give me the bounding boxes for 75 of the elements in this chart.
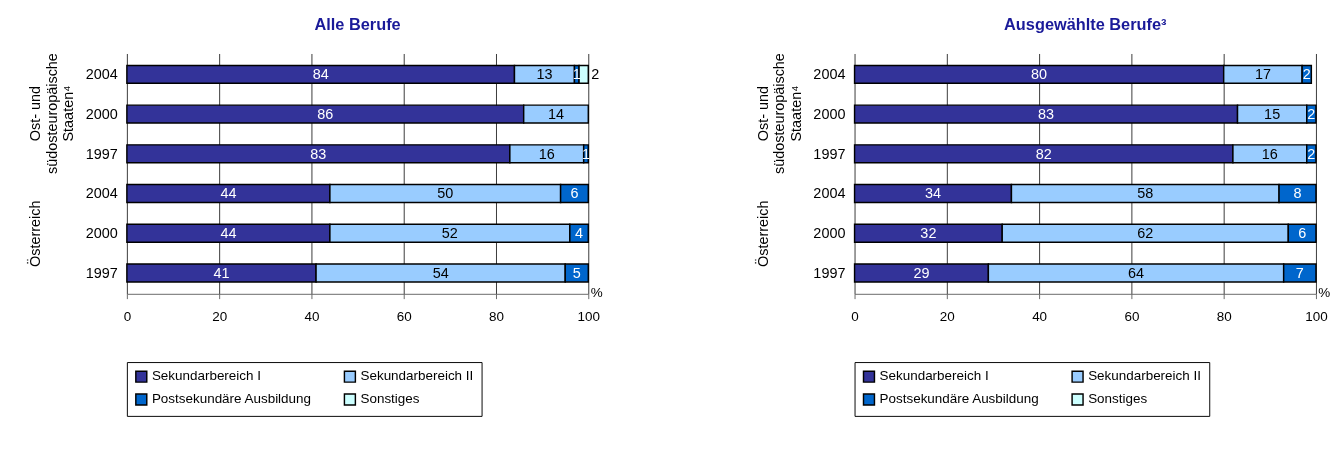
x-axis-title: % bbox=[590, 285, 603, 301]
legend-label: Sonstiges bbox=[1088, 391, 1148, 407]
text: Ost- und südosteuropäische Staaten⁴ bbox=[27, 53, 77, 175]
y-tick-label: 1997 bbox=[85, 145, 118, 162]
data-label: 44 bbox=[220, 225, 237, 242]
y-tick-label: 1997 bbox=[85, 264, 118, 281]
x-tick-label: 40 bbox=[304, 309, 320, 325]
x-axis-title: % bbox=[1318, 285, 1331, 301]
data-label: 4 bbox=[575, 225, 584, 242]
text: Österreich bbox=[754, 200, 772, 267]
legend-label: Sekundarbereich I bbox=[151, 368, 261, 384]
data-label: 62 bbox=[1137, 225, 1154, 242]
data-label: 83 bbox=[1038, 105, 1055, 122]
data-label: 29 bbox=[913, 264, 930, 281]
data-label: 6 bbox=[570, 185, 579, 202]
x-tick-label: 0 bbox=[851, 309, 859, 325]
data-label: 16 bbox=[1261, 145, 1278, 162]
x-tick-label: 20 bbox=[212, 309, 228, 325]
data-label: 7 bbox=[1295, 264, 1304, 281]
data-label: 5 bbox=[572, 264, 581, 281]
data-label: 6 bbox=[1298, 225, 1307, 242]
data-label: 1 bbox=[572, 66, 581, 83]
x-tick-label: 40 bbox=[1032, 309, 1048, 325]
data-label: 2 bbox=[1307, 145, 1316, 162]
x-tick-label: 0 bbox=[123, 309, 132, 325]
y-tick-label: 1997 bbox=[813, 264, 846, 281]
legend-label: Sekundarbereich II bbox=[1088, 368, 1201, 384]
y-tick-label: 2004 bbox=[813, 66, 846, 83]
data-label: 41 bbox=[213, 264, 230, 281]
text: Österreich bbox=[26, 200, 44, 267]
data-label: 84 bbox=[312, 66, 329, 83]
data-label: 44 bbox=[220, 185, 237, 202]
legend-label: Postsekundäre Ausbildung bbox=[879, 391, 1039, 407]
data-label: 50 bbox=[437, 185, 454, 202]
data-label: 64 bbox=[1128, 264, 1145, 281]
data-label: 14 bbox=[547, 105, 565, 122]
data-label: 8 bbox=[1293, 185, 1302, 202]
data-label: 16 bbox=[538, 145, 555, 162]
data-label: 82 bbox=[1035, 145, 1052, 162]
legend-label: Postsekundäre Ausbildung bbox=[151, 391, 311, 407]
chart-title: Ausgewählte Berufe³ bbox=[1004, 15, 1168, 33]
legend-label: Sekundarbereich II bbox=[360, 368, 474, 384]
data-label: 52 bbox=[441, 225, 458, 242]
y-tick-label: 2004 bbox=[85, 185, 118, 202]
data-label: 32 bbox=[920, 225, 937, 242]
data-label: 86 bbox=[317, 105, 334, 122]
y-tick-label: 2000 bbox=[85, 225, 118, 242]
data-label: 54 bbox=[432, 264, 449, 281]
data-label: 2 bbox=[1307, 105, 1316, 122]
x-tick-label: 60 bbox=[1124, 309, 1140, 325]
data-label: 2 bbox=[591, 66, 600, 83]
data-label: 58 bbox=[1137, 185, 1154, 202]
y-tick-label: 2004 bbox=[813, 185, 846, 202]
data-label: 17 bbox=[1254, 66, 1271, 83]
data-label: 2 bbox=[1302, 66, 1311, 83]
data-label: 13 bbox=[536, 66, 553, 83]
x-tick-label: 20 bbox=[939, 309, 955, 325]
x-tick-label: 60 bbox=[396, 309, 412, 325]
legend-label: Sekundarbereich I bbox=[879, 368, 989, 384]
x-tick-label: 100 bbox=[577, 309, 600, 325]
x-tick-label: 80 bbox=[489, 309, 504, 325]
y-tick-label: 2000 bbox=[85, 105, 118, 122]
y-tick-label: 2000 bbox=[813, 225, 846, 242]
x-tick-label: 100 bbox=[1305, 309, 1328, 325]
y-tick-label: 2000 bbox=[813, 105, 846, 122]
chart-title: Alle Berufe bbox=[314, 15, 401, 33]
text: Ost- und südosteuropäische Staaten⁴ bbox=[755, 53, 804, 175]
data-label: 80 bbox=[1031, 66, 1048, 83]
y-tick-label: 1997 bbox=[813, 145, 846, 162]
data-label: 83 bbox=[310, 145, 327, 162]
x-tick-label: 80 bbox=[1216, 309, 1232, 325]
legend-label: Sonstiges bbox=[360, 391, 420, 407]
data-label: 34 bbox=[924, 185, 942, 202]
data-label: 15 bbox=[1264, 105, 1281, 122]
y-tick-label: 2004 bbox=[85, 66, 118, 83]
